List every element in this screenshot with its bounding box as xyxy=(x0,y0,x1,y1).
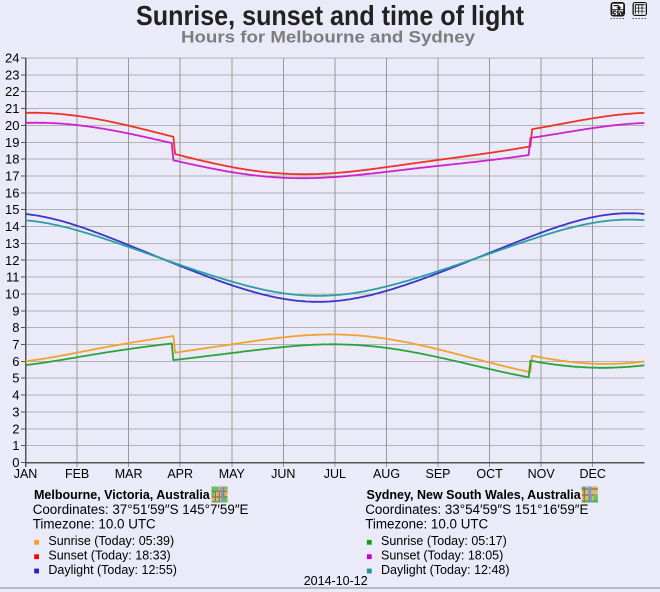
svg-text:Sunrise, sunset and time of li: Sunrise, sunset and time of light xyxy=(136,0,524,31)
svg-text:MAR: MAR xyxy=(115,467,143,481)
svg-text:23: 23 xyxy=(5,67,19,82)
svg-text:16: 16 xyxy=(5,185,19,200)
svg-text:APR: APR xyxy=(167,467,193,481)
svg-text:2014-10-12: 2014-10-12 xyxy=(304,574,368,588)
svg-text:SEP: SEP xyxy=(425,467,450,481)
svg-text:JUN: JUN xyxy=(271,467,295,481)
svg-text:Daylight (Today: 12:55): Daylight (Today: 12:55) xyxy=(48,563,177,577)
svg-text:11: 11 xyxy=(6,270,20,285)
svg-text:15: 15 xyxy=(5,202,19,217)
svg-text:OCT: OCT xyxy=(476,467,503,481)
svg-text:DEC: DEC xyxy=(579,467,605,481)
svg-text:18: 18 xyxy=(5,152,19,167)
svg-text:0: 0 xyxy=(12,455,19,470)
svg-text:7: 7 xyxy=(12,337,19,352)
svg-text:Hours for Melbourne and Sydney: Hours for Melbourne and Sydney xyxy=(181,28,476,47)
svg-text:6: 6 xyxy=(12,354,19,369)
svg-text:Sydney, New South Wales, Austr: Sydney, New South Wales, Australia xyxy=(367,488,582,502)
svg-text:22: 22 xyxy=(5,84,19,99)
svg-text:JAN: JAN xyxy=(14,467,38,481)
svg-text:14: 14 xyxy=(5,219,19,234)
svg-text:FEB: FEB xyxy=(65,467,89,481)
svg-text:24: 24 xyxy=(5,51,19,66)
svg-text:Timezone: 10.0 UTC: Timezone: 10.0 UTC xyxy=(33,517,156,532)
svg-text:12: 12 xyxy=(5,253,19,268)
svg-text:3: 3 xyxy=(12,404,19,419)
svg-text:AUG: AUG xyxy=(373,467,400,481)
svg-text:Coordinates: 37°51′59″S 145°7′: Coordinates: 37°51′59″S 145°7′59″E xyxy=(33,502,249,517)
svg-text:Sunset (Today: 18:33): Sunset (Today: 18:33) xyxy=(48,549,170,563)
svg-text:Sunrise (Today: 05:39): Sunrise (Today: 05:39) xyxy=(48,534,174,548)
svg-text:4: 4 xyxy=(12,388,19,403)
svg-text:NOV: NOV xyxy=(528,467,556,481)
svg-text:8: 8 xyxy=(12,320,19,335)
svg-text:2: 2 xyxy=(12,421,19,436)
svg-text:MAY: MAY xyxy=(219,467,246,481)
svg-text:Coordinates: 33°54′59″S 151°16: Coordinates: 33°54′59″S 151°16′59″E xyxy=(365,502,588,517)
svg-text:Sunrise (Today: 05:17): Sunrise (Today: 05:17) xyxy=(381,534,507,548)
svg-text:19: 19 xyxy=(5,135,19,150)
svg-text:13: 13 xyxy=(5,236,19,251)
svg-text:10: 10 xyxy=(5,287,19,302)
svg-text:17: 17 xyxy=(5,169,19,184)
svg-text:Daylight (Today: 12:48): Daylight (Today: 12:48) xyxy=(381,563,510,577)
svg-text:Melbourne, Victoria, Australia: Melbourne, Victoria, Australia xyxy=(34,488,211,502)
svg-text:9: 9 xyxy=(12,303,19,318)
svg-text:20: 20 xyxy=(5,118,19,133)
svg-text:JUL: JUL xyxy=(324,467,346,481)
svg-text:5: 5 xyxy=(12,371,19,386)
svg-text:Timezone: 10.0 UTC: Timezone: 10.0 UTC xyxy=(365,517,488,532)
svg-text:Sunset (Today: 18:05): Sunset (Today: 18:05) xyxy=(381,549,503,563)
svg-text:1: 1 xyxy=(12,438,19,453)
svg-text:21: 21 xyxy=(5,101,19,116)
